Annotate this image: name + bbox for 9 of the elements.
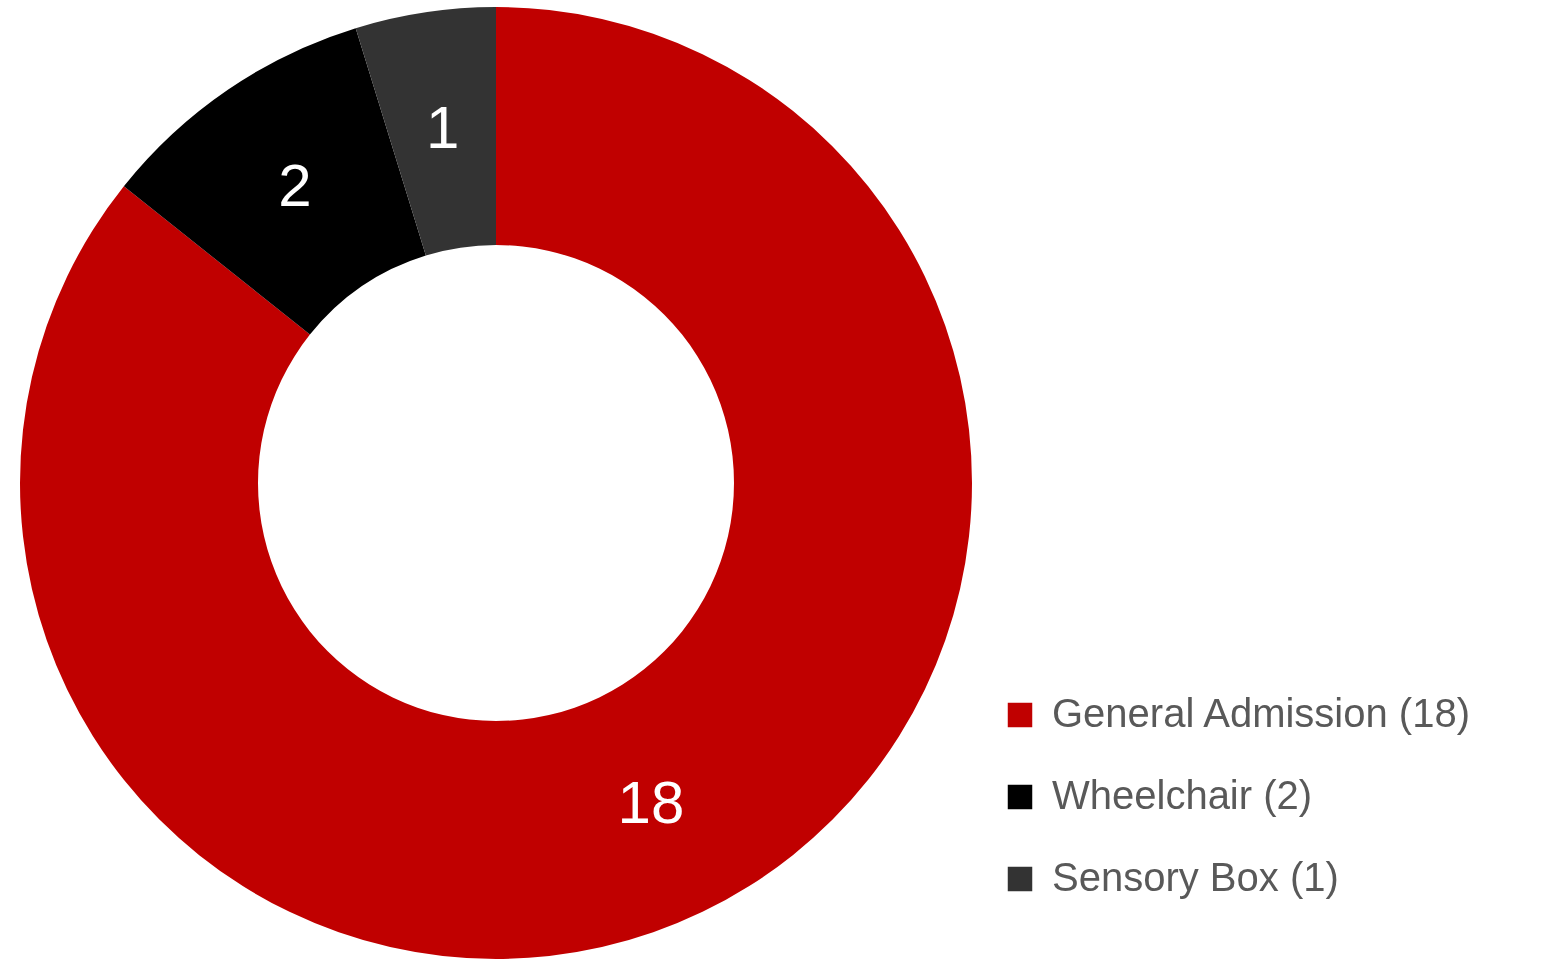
donut-slice	[20, 7, 972, 959]
donut-slice	[123, 28, 426, 335]
data-label: 1	[426, 93, 460, 161]
data-label: 18	[617, 768, 685, 836]
data-label: 2	[278, 152, 312, 220]
legend-label: Wheelchair (2)	[1052, 773, 1313, 817]
donut-slice	[355, 7, 496, 256]
legend-label: Sensory Box (1)	[1052, 855, 1339, 899]
legend-label: General Admission (18)	[1052, 691, 1470, 735]
